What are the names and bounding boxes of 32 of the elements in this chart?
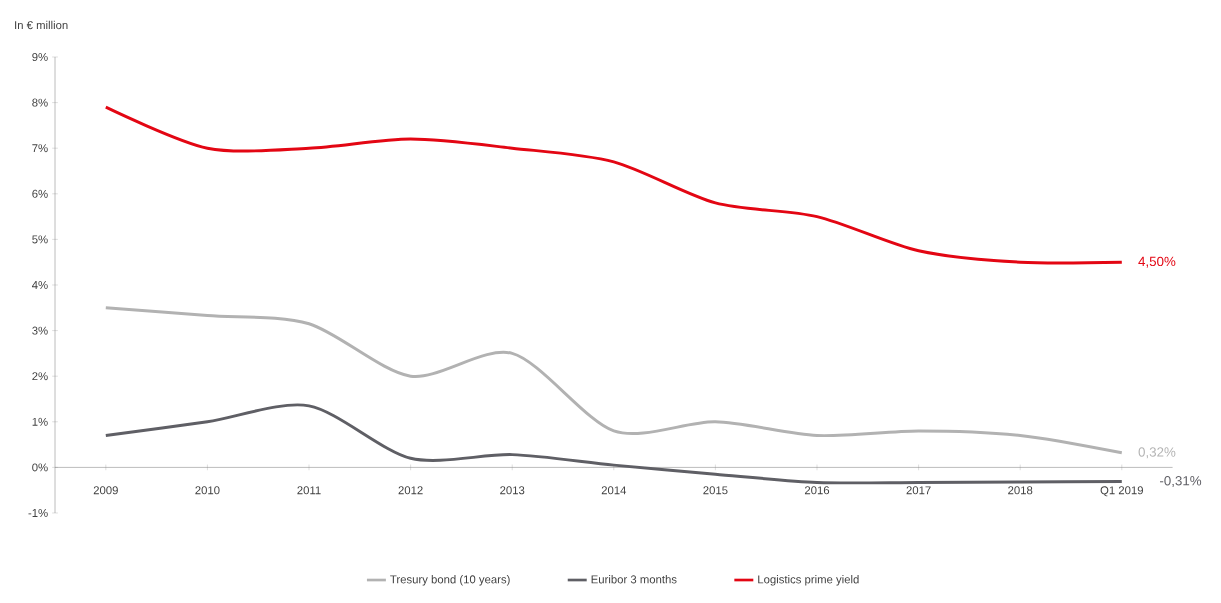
y-tick-label: -1% — [28, 509, 48, 517]
y-axis-title: In € million — [15, 20, 68, 30]
x-tick-label: 2016 — [804, 486, 830, 495]
annotation: -0,31% — [1159, 476, 1202, 488]
x-tick-label: Q1 2019 — [1100, 486, 1143, 497]
line-series — [104, 105, 1124, 265]
y-tick-label: 5% — [32, 235, 48, 244]
legend-label: Logistics prime yield — [758, 575, 859, 586]
legend-label: Tresury bond (10 years) — [390, 575, 510, 586]
x-tick-label: 2015 — [703, 486, 728, 495]
x-tick-label: 2011 — [297, 486, 321, 495]
y-tick-label: 8% — [32, 98, 48, 107]
y-tick-label: 0% — [32, 463, 48, 472]
y-tick-label: 4% — [32, 281, 48, 289]
line-series — [104, 403, 1124, 485]
y-tick-label: 3% — [32, 326, 48, 335]
y-tick-label: 7% — [32, 144, 48, 153]
x-tick-label: 2017 — [906, 486, 931, 495]
y-tick-label: 9% — [32, 53, 48, 62]
y-tick-label: 2% — [32, 372, 48, 381]
legend-label: Euribor 3 months — [591, 575, 677, 584]
x-tick-label: 2009 — [93, 486, 118, 495]
annotation: 4,50% — [1138, 256, 1176, 268]
x-tick-label: 2012 — [398, 486, 423, 495]
x-tick-label: 2018 — [1008, 486, 1033, 495]
y-tick-label: 6% — [32, 189, 48, 198]
y-tick-label: 1% — [32, 417, 48, 426]
x-tick-label: 2010 — [195, 486, 220, 495]
annotation: 0,32% — [1138, 447, 1176, 459]
x-tick-label: 2014 — [601, 486, 627, 495]
x-tick-label: 2013 — [500, 486, 525, 495]
line-series — [104, 306, 1124, 455]
